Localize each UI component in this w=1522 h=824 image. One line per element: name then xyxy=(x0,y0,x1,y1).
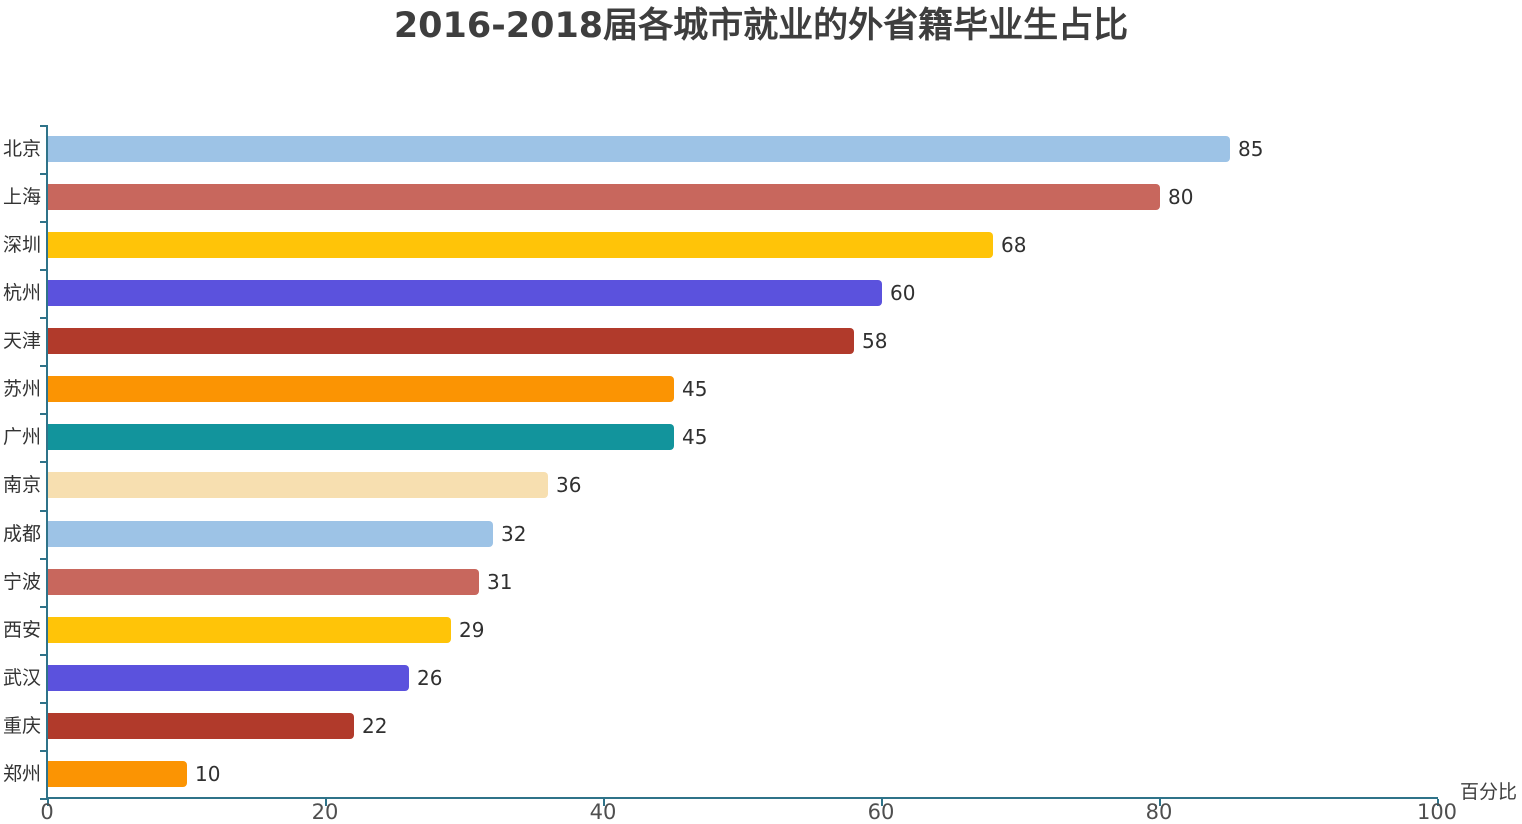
bar-8[interactable] xyxy=(48,472,548,498)
category-label-13: 重庆 xyxy=(2,715,41,737)
category-label-2: 上海 xyxy=(2,186,41,208)
bar-9[interactable] xyxy=(48,521,493,547)
value-label-11: 29 xyxy=(459,618,485,642)
value-label-6: 45 xyxy=(682,377,708,401)
y-axis-tick xyxy=(40,654,47,656)
y-axis-tick xyxy=(40,606,47,608)
x-axis-tick xyxy=(47,799,49,806)
x-axis-tick xyxy=(1159,799,1161,806)
value-label-8: 36 xyxy=(556,473,582,497)
value-label-14: 10 xyxy=(195,762,221,786)
y-axis-tick xyxy=(40,365,47,367)
x-axis-tick-label: 60 xyxy=(867,800,895,824)
bar-6[interactable] xyxy=(48,376,674,402)
bar-12[interactable] xyxy=(48,665,409,691)
value-label-4: 60 xyxy=(890,281,916,305)
category-label-8: 南京 xyxy=(2,474,41,496)
value-label-3: 68 xyxy=(1001,233,1027,257)
bar-3[interactable] xyxy=(48,232,993,258)
value-label-9: 32 xyxy=(501,522,527,546)
category-label-1: 北京 xyxy=(2,138,41,160)
category-label-7: 广州 xyxy=(2,426,41,448)
y-axis-tick xyxy=(40,702,47,704)
category-label-3: 深圳 xyxy=(2,234,41,256)
y-axis-tick xyxy=(40,413,47,415)
bar-14[interactable] xyxy=(48,761,187,787)
bar-2[interactable] xyxy=(48,184,1160,210)
y-axis-tick xyxy=(40,221,47,223)
value-label-7: 45 xyxy=(682,425,708,449)
x-axis-tick xyxy=(325,799,327,806)
x-axis-unit-label: 百分比 xyxy=(1460,781,1518,803)
value-label-1: 85 xyxy=(1238,137,1264,161)
y-axis-tick xyxy=(40,317,47,319)
bar-11[interactable] xyxy=(48,617,451,643)
x-axis-tick xyxy=(603,799,605,806)
value-label-2: 80 xyxy=(1168,185,1194,209)
x-axis-line xyxy=(46,797,1438,799)
value-label-13: 22 xyxy=(362,714,388,738)
y-axis-line xyxy=(46,125,48,798)
y-axis-tick xyxy=(40,750,47,752)
x-axis-tick-label: 0 xyxy=(40,800,54,824)
bar-7[interactable] xyxy=(48,424,674,450)
bar-4[interactable] xyxy=(48,280,882,306)
category-label-5: 天津 xyxy=(2,330,41,352)
category-label-6: 苏州 xyxy=(2,378,41,400)
y-axis-tick xyxy=(40,461,47,463)
bar-13[interactable] xyxy=(48,713,354,739)
bar-1[interactable] xyxy=(48,136,1230,162)
y-axis-tick xyxy=(40,269,47,271)
x-axis-tick-label: 40 xyxy=(589,800,617,824)
category-label-10: 宁波 xyxy=(2,571,41,593)
category-label-4: 杭州 xyxy=(2,282,41,304)
x-axis-tick-label: 20 xyxy=(311,800,339,824)
value-label-12: 26 xyxy=(417,666,443,690)
x-axis-tick xyxy=(1437,799,1439,806)
category-label-14: 郑州 xyxy=(2,763,41,785)
bar-10[interactable] xyxy=(48,569,479,595)
y-axis-tick xyxy=(40,125,47,127)
y-axis-tick xyxy=(40,558,47,560)
x-axis-tick-label: 80 xyxy=(1145,800,1173,824)
y-axis-tick xyxy=(40,510,47,512)
y-axis-tick xyxy=(40,798,47,800)
category-label-9: 成都 xyxy=(2,523,41,545)
y-axis-tick xyxy=(40,173,47,175)
chart-title: 2016-2018届各城市就业的外省籍毕业生占比 xyxy=(393,6,1129,46)
bar-5[interactable] xyxy=(48,328,854,354)
value-label-10: 31 xyxy=(487,570,513,594)
category-label-12: 武汉 xyxy=(2,667,41,689)
category-label-11: 西安 xyxy=(2,619,41,641)
x-axis-tick-label: 100 xyxy=(1416,800,1458,824)
value-label-5: 58 xyxy=(862,329,888,353)
x-axis-tick xyxy=(881,799,883,806)
